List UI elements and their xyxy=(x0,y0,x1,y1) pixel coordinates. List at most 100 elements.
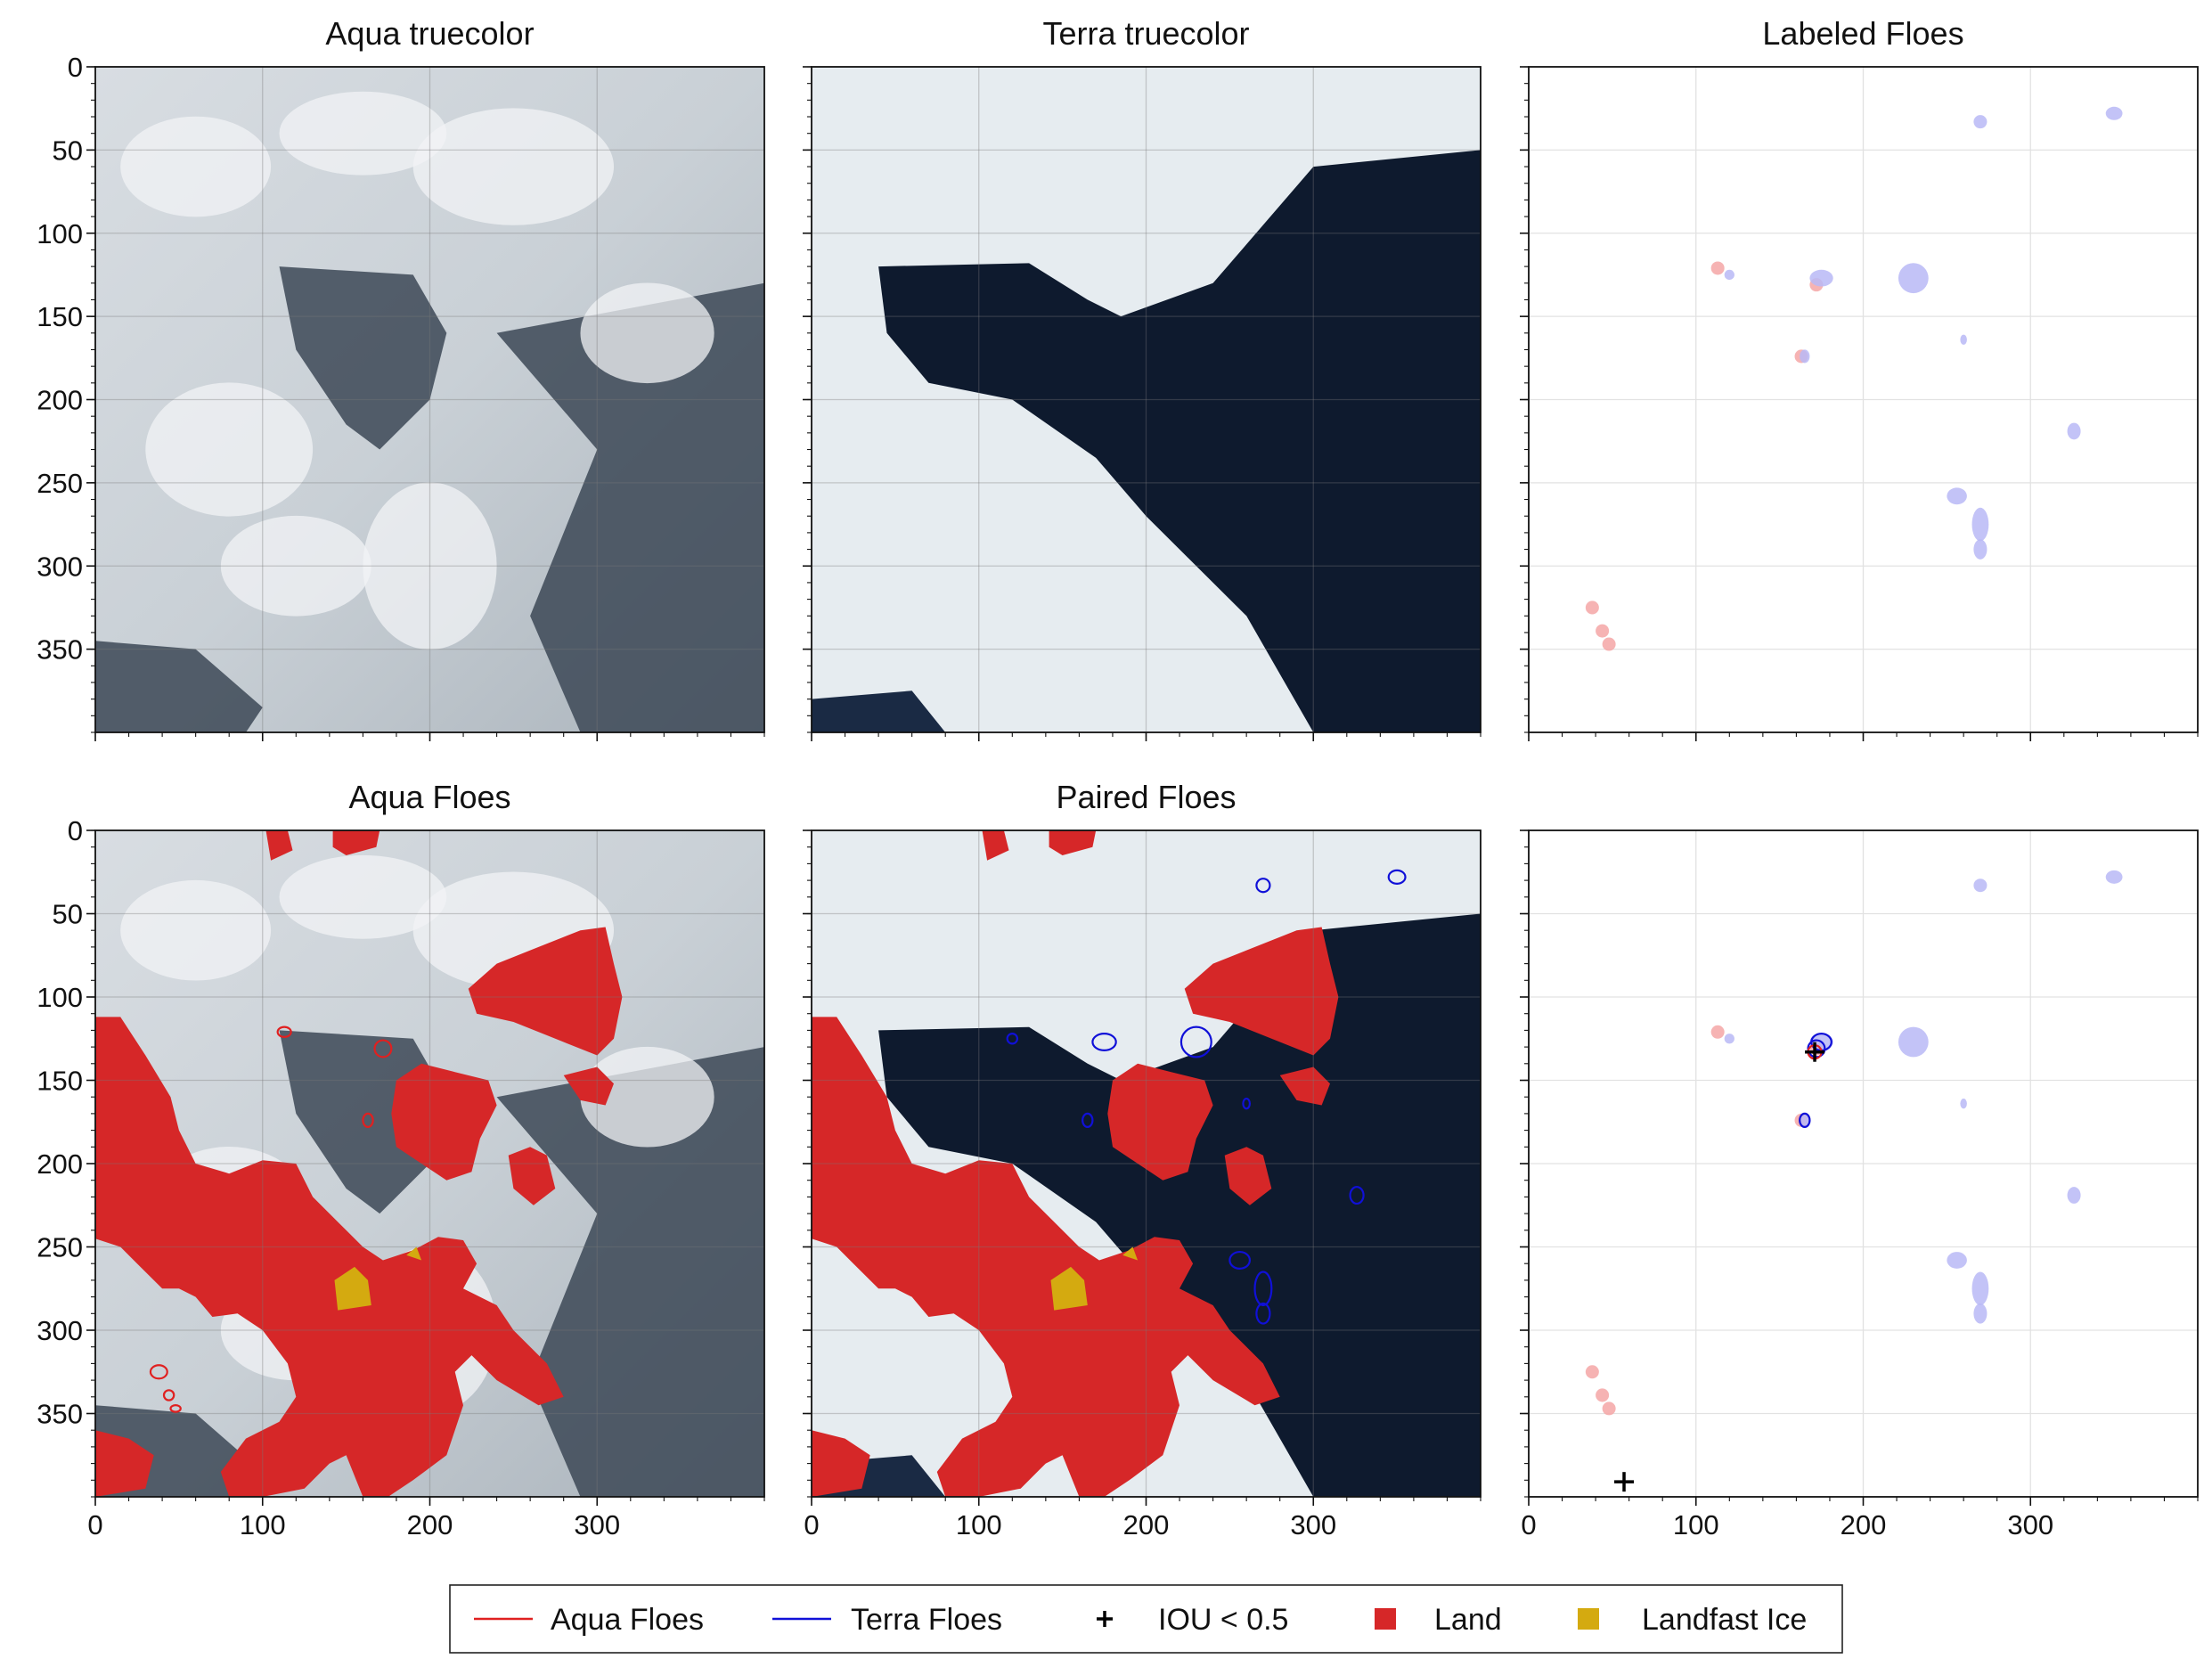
panel-5-content xyxy=(812,830,1481,1497)
panel-1-cloud xyxy=(412,108,615,225)
panel-3-aqua-floe xyxy=(1585,601,1599,615)
panel-4-aqua-floe-outline xyxy=(276,1026,292,1039)
legend-entry-landfast-ice: Landfast Ice xyxy=(1578,1603,1807,1637)
panel-5-terra-floe-outline xyxy=(1387,869,1407,885)
panel-1-cloud xyxy=(220,515,371,617)
panel-3: Labeled Floes xyxy=(1520,15,2199,741)
panel-4-land xyxy=(391,1063,497,1181)
panel-5-land xyxy=(1184,927,1339,1056)
panel-1-ytick-label: 200 xyxy=(37,385,83,416)
panel-1-ytick-label: 0 xyxy=(68,52,83,83)
panel-4-aqua-floe-outline xyxy=(162,1389,175,1401)
legend-entry-iou-0-5: IOU < 0.5 xyxy=(1097,1603,1288,1637)
panel-6-iou-marker xyxy=(1805,1042,1825,1062)
panel-5-title: Paired Floes xyxy=(1056,779,1236,815)
panel-3-terra-floe xyxy=(1898,263,1929,294)
panel-5-land xyxy=(812,1017,1280,1497)
panel-4-ytick-label: 300 xyxy=(37,1315,83,1346)
panel-6-aqua-floe xyxy=(1710,1025,1725,1039)
legend-entry-landfast-ice-swatch xyxy=(1578,1608,1599,1630)
panel-4-ytick-label: 150 xyxy=(37,1066,83,1097)
panel-6-content xyxy=(1529,830,2198,1497)
panel-6-xtick-label: 300 xyxy=(2007,1509,2053,1540)
panel-4-ytick-label: 200 xyxy=(37,1148,83,1180)
panel-5-land xyxy=(982,830,1009,861)
panel-5-terra-floe-outline xyxy=(1082,1112,1094,1128)
panel-5-land xyxy=(1107,1063,1213,1181)
panel-5-landfast-ice xyxy=(1050,1266,1088,1311)
panel-3-terra-floe xyxy=(1724,269,1735,281)
panel-4-land xyxy=(332,830,380,855)
panel-6-xtick-label: 0 xyxy=(1521,1509,1536,1540)
panel-5-open-water xyxy=(878,913,1481,1497)
legend-entry-land-label: Land xyxy=(1434,1603,1502,1637)
panel-1-water-patch xyxy=(279,266,447,450)
panel-5-terra-floe-outline xyxy=(1242,1097,1252,1110)
panel-4-ytick-label: 50 xyxy=(53,899,83,930)
panel-3-terra-floe xyxy=(1947,487,1967,505)
panel-5-xtick-label: 300 xyxy=(1290,1509,1336,1540)
panel-4-land xyxy=(95,1430,154,1497)
panel-1-water-patch xyxy=(95,641,263,732)
panel-4-water-patch xyxy=(496,1047,764,1497)
panel-4: 0 100 200 300 0 50 100 150 200 250 300 350 Aqua Floe… xyxy=(37,779,765,1540)
panel-1-water-patch xyxy=(496,282,764,732)
panel-6-xtick-label: 200 xyxy=(1841,1509,1887,1540)
panel-1-content xyxy=(95,67,764,732)
panel-4-xtick-label: 0 xyxy=(87,1509,102,1540)
legend-entry-landfast-ice-label: Landfast Ice xyxy=(1642,1603,1807,1637)
legend-entry-aqua-floes: Aqua Floes xyxy=(474,1603,704,1637)
panel-4-xtick-label: 200 xyxy=(407,1509,453,1540)
panel-6-xtick-label: 100 xyxy=(1673,1509,1719,1540)
panel-4-content xyxy=(95,830,764,1497)
panel-2-open-water-south xyxy=(812,690,946,732)
panel-5-terra-floe-outline xyxy=(1006,1033,1019,1045)
panel-4-title: Aqua Floes xyxy=(348,779,510,815)
panel-5-landfast-ice xyxy=(1122,1246,1139,1261)
legend-frame xyxy=(449,1584,1843,1654)
panel-6-terra-floe xyxy=(1898,1026,1929,1058)
panel-4-land xyxy=(95,1017,564,1497)
panel-1-ytick-label: 150 xyxy=(37,301,83,332)
panel-3-aqua-floe xyxy=(1710,261,1725,275)
panel-1-ytick-label: 250 xyxy=(37,468,83,499)
panel-4-aqua-floe-outline xyxy=(169,1404,182,1413)
panel-1-ytick-label: 350 xyxy=(37,634,83,666)
panel-5-xtick-label: 200 xyxy=(1123,1509,1170,1540)
legend-entry-land-swatch xyxy=(1375,1608,1396,1630)
panel-5-land xyxy=(812,1430,870,1497)
panel-4-landfast-ice xyxy=(406,1246,422,1261)
panel-4-land xyxy=(265,830,293,861)
panel-5-terra-floe-outline xyxy=(1091,1033,1117,1051)
legend-entry-terra-floes: Terra Floes xyxy=(772,1603,1002,1637)
panel-3-terra-floe xyxy=(1809,269,1833,287)
panel-6-terra-floe xyxy=(1800,1113,1810,1127)
panel-5-terra-floe-outline xyxy=(1349,1186,1365,1205)
legend: Aqua Floes Terra Floes IOU < 0.5 Land Landfa… xyxy=(449,1584,1843,1654)
panel-1-ytick-label: 100 xyxy=(37,218,83,249)
panel-1-ytick-label: 50 xyxy=(53,135,83,166)
panel-4-ytick-label: 100 xyxy=(37,982,83,1013)
panel-6-terra-floe xyxy=(1724,1034,1735,1044)
panel-4-ytick-label: 250 xyxy=(37,1232,83,1263)
panel-6-terra-floe xyxy=(1973,1303,1988,1324)
panel-4-cloud xyxy=(279,854,447,939)
panel-2-title: Terra truecolor xyxy=(1042,15,1249,52)
panel-6-terra-floe xyxy=(1973,878,1988,893)
panel-3-terra-floe xyxy=(1960,334,1967,345)
panel-2: Terra truecolor xyxy=(803,15,1481,741)
panel-2-open-water xyxy=(878,150,1481,732)
panel-3-aqua-floe xyxy=(1602,637,1616,651)
panel-5-terra-floe-outline xyxy=(1253,1271,1273,1307)
panel-5-land xyxy=(1224,1147,1272,1205)
panel-6-terra-floe xyxy=(2105,870,2123,884)
legend-entry-aqua-floes-label: Aqua Floes xyxy=(551,1603,704,1637)
panel-5: 0 100 200 300 Paired Floes xyxy=(803,779,1481,1540)
panel-3-aqua-floe xyxy=(1596,624,1610,638)
panel-4-land xyxy=(563,1066,614,1106)
panel-3-terra-floe xyxy=(1973,539,1988,560)
panel-4-aqua-floe-outline xyxy=(362,1112,374,1128)
panel-5-land xyxy=(1279,1066,1330,1106)
panel-5-xtick-label: 0 xyxy=(804,1509,819,1540)
